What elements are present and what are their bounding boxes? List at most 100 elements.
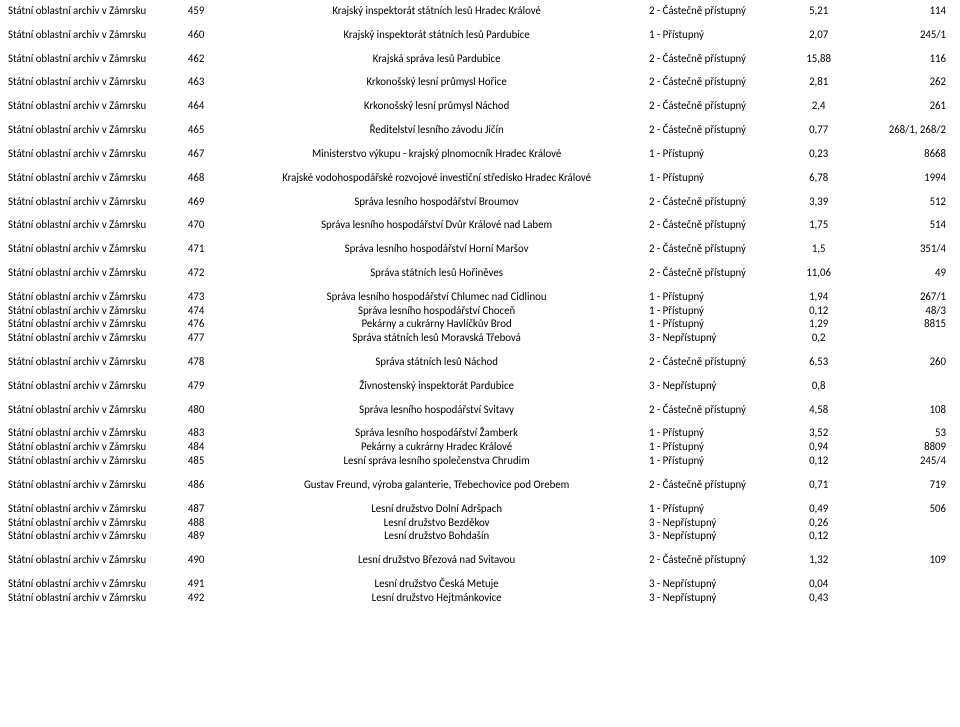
archive-cell: Státní oblastní archiv v Zámrsku: [8, 454, 188, 468]
number-cell: 470: [188, 218, 230, 232]
archive-cell: Státní oblastní archiv v Zámrsku: [8, 218, 188, 232]
number-cell: 492: [188, 591, 230, 605]
table-row: Státní oblastní archiv v Zámrsku467Minis…: [8, 147, 952, 161]
row-spacer: [8, 208, 952, 218]
value1-cell: 0,2: [787, 331, 850, 345]
value2-cell: 261: [850, 99, 952, 113]
access-cell: 3 - Nepřístupný: [643, 516, 787, 530]
table-row: Státní oblastní archiv v Zámrsku479Živno…: [8, 379, 952, 393]
archive-cell: Státní oblastní archiv v Zámrsku: [8, 502, 188, 516]
value1-cell: 0,71: [787, 478, 850, 492]
access-cell: 1 - Přístupný: [643, 440, 787, 454]
number-cell: 468: [188, 171, 230, 185]
table-row: Státní oblastní archiv v Zámrsku471Správ…: [8, 242, 952, 256]
description-cell: Krajská správa lesů Pardubice: [230, 52, 643, 66]
description-cell: Správa lesního hospodářství Horní Maršov: [230, 242, 643, 256]
row-spacer: [8, 18, 952, 28]
row-spacer: [8, 393, 952, 403]
access-cell: 3 - Nepřístupný: [643, 529, 787, 543]
description-cell: Lesní družstvo Hejtmánkovice: [230, 591, 643, 605]
value2-cell: 116: [850, 52, 952, 66]
value2-cell: [850, 577, 952, 591]
number-cell: 460: [188, 28, 230, 42]
number-cell: 459: [188, 4, 230, 18]
number-cell: 487: [188, 502, 230, 516]
value2-cell: 49: [850, 266, 952, 280]
description-cell: Správa lesního hospodářství Chlumec nad …: [230, 290, 643, 304]
value2-cell: 245/4: [850, 454, 952, 468]
access-cell: 1 - Přístupný: [643, 171, 787, 185]
description-cell: Lesní správa lesního společenstva Chrudi…: [230, 454, 643, 468]
table-row: Státní oblastní archiv v Zámrsku469Správ…: [8, 195, 952, 209]
archive-cell: Státní oblastní archiv v Zámrsku: [8, 52, 188, 66]
value1-cell: 5,21: [787, 4, 850, 18]
number-cell: 465: [188, 123, 230, 137]
description-cell: Správa státních lesů Moravská Třebová: [230, 331, 643, 345]
number-cell: 472: [188, 266, 230, 280]
archive-cell: Státní oblastní archiv v Zámrsku: [8, 553, 188, 567]
number-cell: 488: [188, 516, 230, 530]
value1-cell: 0,8: [787, 379, 850, 393]
value1-cell: 0,12: [787, 304, 850, 318]
access-cell: 2 - Částečně přístupný: [643, 355, 787, 369]
access-cell: 2 - Částečně přístupný: [643, 52, 787, 66]
archive-cell: Státní oblastní archiv v Zámrsku: [8, 403, 188, 417]
value1-cell: 0,26: [787, 516, 850, 530]
archive-cell: Státní oblastní archiv v Zámrsku: [8, 75, 188, 89]
value2-cell: [850, 591, 952, 605]
value1-cell: 2,07: [787, 28, 850, 42]
number-cell: 479: [188, 379, 230, 393]
row-spacer: [8, 65, 952, 75]
table-row: Státní oblastní archiv v Zámrsku470Správ…: [8, 218, 952, 232]
archive-cell: Státní oblastní archiv v Zámrsku: [8, 591, 188, 605]
access-cell: 1 - Přístupný: [643, 502, 787, 516]
description-cell: Lesní družstvo Dolní Adršpach: [230, 502, 643, 516]
access-cell: 3 - Nepřístupný: [643, 379, 787, 393]
row-spacer: [8, 492, 952, 502]
number-cell: 489: [188, 529, 230, 543]
description-cell: Správa lesního hospodářství Svitavy: [230, 403, 643, 417]
row-spacer: [8, 468, 952, 478]
value2-cell: 53: [850, 426, 952, 440]
value2-cell: 719: [850, 478, 952, 492]
value1-cell: 0,23: [787, 147, 850, 161]
value1-cell: 1,5: [787, 242, 850, 256]
description-cell: Správa státních lesů Náchod: [230, 355, 643, 369]
table-row: Státní oblastní archiv v Zámrsku480Správ…: [8, 403, 952, 417]
number-cell: 463: [188, 75, 230, 89]
description-cell: Lesní družstvo Bohdašín: [230, 529, 643, 543]
archive-cell: Státní oblastní archiv v Zámrsku: [8, 478, 188, 492]
row-spacer: [8, 567, 952, 577]
number-cell: 486: [188, 478, 230, 492]
access-cell: 2 - Částečně přístupný: [643, 99, 787, 113]
access-cell: 1 - Přístupný: [643, 290, 787, 304]
archive-cell: Státní oblastní archiv v Zámrsku: [8, 426, 188, 440]
value2-cell: 48/3: [850, 304, 952, 318]
value2-cell: 512: [850, 195, 952, 209]
row-spacer: [8, 280, 952, 290]
archive-cell: Státní oblastní archiv v Zámrsku: [8, 290, 188, 304]
table-row: Státní oblastní archiv v Zámrsku485Lesní…: [8, 454, 952, 468]
number-cell: 467: [188, 147, 230, 161]
number-cell: 483: [188, 426, 230, 440]
number-cell: 491: [188, 577, 230, 591]
row-spacer: [8, 185, 952, 195]
access-cell: 3 - Nepřístupný: [643, 591, 787, 605]
table-row: Státní oblastní archiv v Zámrsku491Lesní…: [8, 577, 952, 591]
description-cell: Lesní družstvo Bezděkov: [230, 516, 643, 530]
archive-cell: Státní oblastní archiv v Zámrsku: [8, 516, 188, 530]
table-row: Státní oblastní archiv v Zámrsku487Lesní…: [8, 502, 952, 516]
table-row: Státní oblastní archiv v Zámrsku489Lesní…: [8, 529, 952, 543]
description-cell: Krajský inspektorát státních lesů Pardub…: [230, 28, 643, 42]
number-cell: 476: [188, 317, 230, 331]
value2-cell: 245/1: [850, 28, 952, 42]
access-cell: 2 - Částečně přístupný: [643, 403, 787, 417]
access-cell: 2 - Částečně přístupný: [643, 218, 787, 232]
row-spacer: [8, 137, 952, 147]
description-cell: Správa lesního hospodářství Žamberk: [230, 426, 643, 440]
description-cell: Krkonošský lesní průmysl Hořice: [230, 75, 643, 89]
value2-cell: 8809: [850, 440, 952, 454]
access-cell: 2 - Částečně přístupný: [643, 4, 787, 18]
value2-cell: 506: [850, 502, 952, 516]
row-spacer: [8, 113, 952, 123]
